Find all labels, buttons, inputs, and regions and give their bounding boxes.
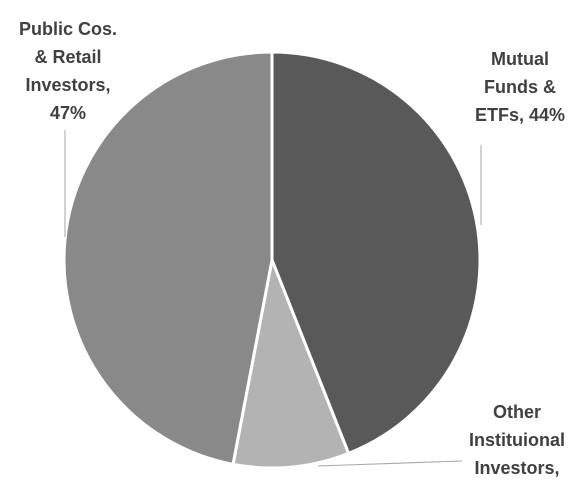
pie-slice xyxy=(62,50,274,466)
pie-slice xyxy=(270,50,482,455)
data-label: Public Cos. & Retail Investors, 47% xyxy=(19,19,117,123)
data-label: Mutual Funds & ETFs, 44% xyxy=(475,49,565,125)
leader-line xyxy=(317,460,463,467)
pie-slice xyxy=(231,258,351,470)
pie xyxy=(62,50,482,470)
data-label: Other Instituional Investors, xyxy=(469,402,565,478)
